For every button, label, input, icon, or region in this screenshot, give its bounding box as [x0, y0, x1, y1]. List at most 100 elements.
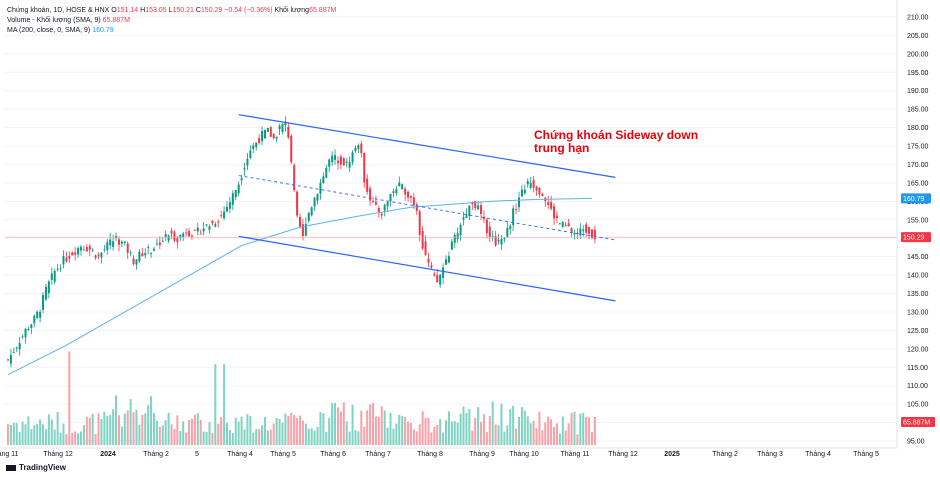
candle-body: [351, 152, 354, 163]
volume-bar: [135, 409, 138, 445]
volume-bar: [296, 418, 299, 445]
candle-body: [520, 189, 523, 197]
volume-bar: [334, 403, 337, 445]
candle-body: [223, 211, 226, 219]
volume-bar: [395, 423, 398, 445]
time-tick-label: Tháng 7: [365, 451, 391, 458]
candle-body: [299, 216, 301, 227]
candle-body: [144, 253, 147, 256]
price-tick-label: 130.00: [907, 309, 929, 316]
price-axis[interactable]: 210.00 205.00 200.00 195.00 190.00 185.00 180.…: [896, 0, 940, 477]
time-tick-label: 2024: [100, 451, 116, 458]
candle-body: [208, 226, 211, 230]
candle-body: [515, 209, 518, 211]
volume-bar: [421, 411, 424, 445]
candle-body: [196, 227, 199, 232]
volume-bar: [366, 410, 369, 445]
candle-body: [82, 249, 85, 251]
legend-symbol-row: Chứng khoán, 1D, HOSE & HNX O151.14 H153…: [7, 6, 336, 16]
volume-bar: [246, 414, 249, 445]
candle-body: [591, 229, 593, 239]
candle-body: [491, 236, 494, 237]
candle-body: [392, 191, 395, 193]
candle-body: [217, 221, 220, 223]
volume-bar: [474, 417, 477, 445]
candle-body: [345, 161, 348, 163]
volume-bar: [290, 412, 293, 445]
price-tick-label: 195.00: [907, 70, 929, 77]
candle-body: [126, 243, 129, 253]
candle-body: [401, 184, 404, 190]
volume-bar: [278, 418, 281, 445]
candle-body: [258, 138, 261, 144]
candle-body: [409, 195, 412, 198]
volume-bar: [363, 426, 366, 445]
volume-bar: [564, 430, 567, 445]
candle-body: [342, 158, 345, 166]
candle-body: [407, 191, 410, 198]
candle-body: [59, 268, 62, 270]
candle-body: [424, 241, 427, 256]
candle-body: [550, 202, 553, 209]
ohlc-close: 150.29: [200, 7, 223, 14]
candle-body: [415, 204, 418, 211]
volume-bar: [494, 424, 497, 445]
tradingview-logo[interactable]: TradingView: [6, 463, 66, 472]
candle-body: [266, 128, 269, 132]
candle-body: [445, 259, 447, 265]
volume-bar: [523, 410, 526, 445]
price-tick-label: 115.00: [907, 365, 928, 372]
price-tick-label: 125.00: [907, 328, 929, 335]
legend: Chứng khoán, 1D, HOSE & HNX O151.14 H153…: [7, 6, 336, 36]
volume-bar: [325, 431, 328, 445]
volume-bar: [304, 423, 307, 445]
channel-lower-line[interactable]: [238, 235, 616, 302]
volume-badge: 65.887M: [903, 420, 930, 427]
price-tick-label: 170.00: [907, 162, 929, 169]
volume-bar: [211, 432, 214, 445]
time-axis[interactable]: áng 11 Tháng 12 2024 Tháng 2 5 Tháng 4 Tháng 5…: [0, 447, 897, 458]
candle-body: [322, 176, 325, 183]
volume-bar: [497, 425, 500, 445]
volume-bar: [170, 424, 173, 445]
ohlc-c-label: C: [195, 7, 201, 14]
candle-body: [150, 252, 153, 254]
candle-body: [68, 256, 71, 259]
annotation-line-2: trung hạn: [534, 141, 589, 155]
candle-body: [27, 329, 30, 330]
volume-bar: [591, 431, 593, 445]
volume-bar: [65, 434, 68, 445]
channel-mid-line[interactable]: [238, 175, 616, 241]
volume-bar: [573, 411, 576, 445]
volume-bar: [138, 424, 141, 445]
candle-body: [377, 208, 380, 212]
volume-indicator-label: Volume - Khối lượng (SMA, 9): [7, 17, 101, 24]
candle-body: [374, 201, 377, 205]
volume-bar: [488, 415, 491, 445]
volume-bar: [509, 408, 512, 445]
candle-body: [328, 159, 331, 167]
candle-body: [188, 230, 191, 237]
candle-body: [564, 225, 567, 227]
candle-body: [301, 224, 304, 237]
candle-body: [360, 143, 363, 154]
volume-bar: [588, 417, 591, 445]
time-tick-label: Tháng 6: [320, 451, 346, 458]
volume-bar: [9, 425, 12, 445]
candle-body: [243, 168, 246, 170]
volume-bar: [205, 431, 208, 445]
candle-body: [117, 239, 120, 245]
candle-body: [558, 223, 561, 225]
candle-body: [523, 189, 526, 194]
candle-body: [74, 252, 77, 255]
volume-bar: [550, 419, 553, 445]
channel-upper-line[interactable]: [238, 114, 616, 178]
candle-body: [456, 233, 459, 239]
candle-body: [512, 208, 515, 226]
volume-bar: [407, 421, 410, 445]
candle-body: [535, 186, 538, 191]
candle-body: [33, 315, 36, 324]
volume-bar: [44, 429, 47, 445]
volume-bar: [401, 415, 404, 445]
